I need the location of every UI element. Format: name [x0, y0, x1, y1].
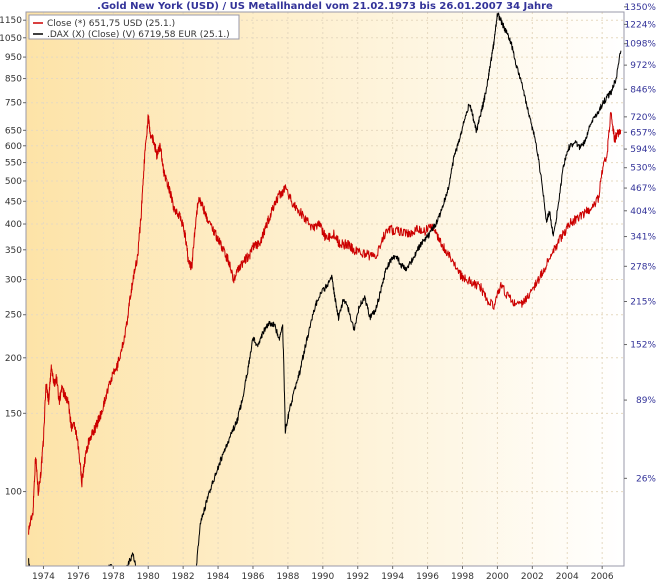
- y-right-tick-label: 1224%: [625, 20, 657, 30]
- y-tick-label: 300: [5, 276, 22, 286]
- legend: Close (*) 651,75 USD (25.1.).DAX (X) (Cl…: [28, 14, 240, 40]
- x-tick-label: 1994: [381, 572, 404, 582]
- y-right-tick-label: 26%: [636, 474, 656, 484]
- x-tick-label: 1988: [276, 572, 299, 582]
- y-tick-label: 400: [5, 220, 22, 230]
- x-tick-label: 1982: [172, 572, 195, 582]
- y-right-tick-label: 846%: [630, 85, 656, 95]
- x-tick-label: 2004: [556, 572, 579, 582]
- y-right-tick-label: 720%: [630, 113, 656, 123]
- x-tick-label: 1980: [137, 572, 160, 582]
- y-right-tick-label: 89%: [636, 396, 656, 406]
- y-tick-label: 850: [5, 75, 22, 85]
- x-tick-label: 1990: [311, 572, 334, 582]
- y-right-tick-label: 152%: [630, 341, 656, 351]
- y-right-tick-label: 1098%: [625, 40, 657, 50]
- x-tick-label: 2006: [591, 572, 614, 582]
- y-right-tick-label: 657%: [630, 128, 656, 138]
- y-tick-label: 1050: [0, 34, 22, 44]
- x-tick-label: 1974: [32, 572, 55, 582]
- x-tick-label: 2002: [521, 572, 544, 582]
- legend-box: [28, 14, 240, 40]
- x-tick-label: 1986: [242, 572, 265, 582]
- y-right-tick-label: 1350%: [625, 3, 657, 13]
- y-tick-label: 600: [5, 142, 22, 152]
- y-tick-label: 350: [5, 246, 22, 256]
- x-tick-label: 1992: [346, 572, 369, 582]
- y-tick-label: 1150: [0, 16, 22, 26]
- x-tick-label: 2000: [486, 572, 509, 582]
- y-tick-label: 750: [5, 99, 22, 109]
- y-tick-label: 650: [5, 126, 22, 136]
- chart-title: .Gold New York (USD) / US Metallhandel v…: [97, 1, 553, 12]
- y-tick-label: 950: [5, 53, 22, 63]
- y-right-tick-label: 404%: [630, 207, 656, 217]
- y-right-tick-label: 278%: [630, 262, 656, 272]
- y-tick-label: 100: [5, 488, 22, 498]
- x-tick-label: 1996: [416, 572, 439, 582]
- y-tick-label: 150: [5, 409, 22, 419]
- x-tick-label: 1998: [451, 572, 474, 582]
- y-tick-label: 250: [5, 311, 22, 321]
- y-right-tick-label: 530%: [630, 164, 656, 174]
- y-right-tick-label: 215%: [630, 297, 656, 307]
- y-tick-label: 550: [5, 159, 22, 169]
- y-tick-label: 500: [5, 177, 22, 187]
- x-tick-label: 1984: [207, 572, 230, 582]
- y-right-tick-label: 341%: [630, 233, 656, 243]
- plot-frame: [25, 11, 625, 567]
- x-tick-label: 1978: [102, 572, 125, 582]
- y-tick-label: 200: [5, 354, 22, 364]
- series-line-gold-close: [28, 111, 622, 535]
- y-right-tick-label: 594%: [630, 145, 656, 155]
- x-tick-label: 1976: [67, 572, 90, 582]
- y-right-tick-label: 972%: [630, 61, 656, 71]
- y-tick-label: 450: [5, 197, 22, 207]
- legend-entry: .DAX (X) (Close) (V) 6719,58 EUR (25.1.): [47, 30, 230, 40]
- legend-entry: Close (*) 651,75 USD (25.1.): [47, 19, 175, 29]
- y-right-tick-label: 467%: [630, 184, 656, 194]
- axes: 100 150 200 250 300 350 400 450 500 550 600 650 750 8…: [0, 3, 656, 582]
